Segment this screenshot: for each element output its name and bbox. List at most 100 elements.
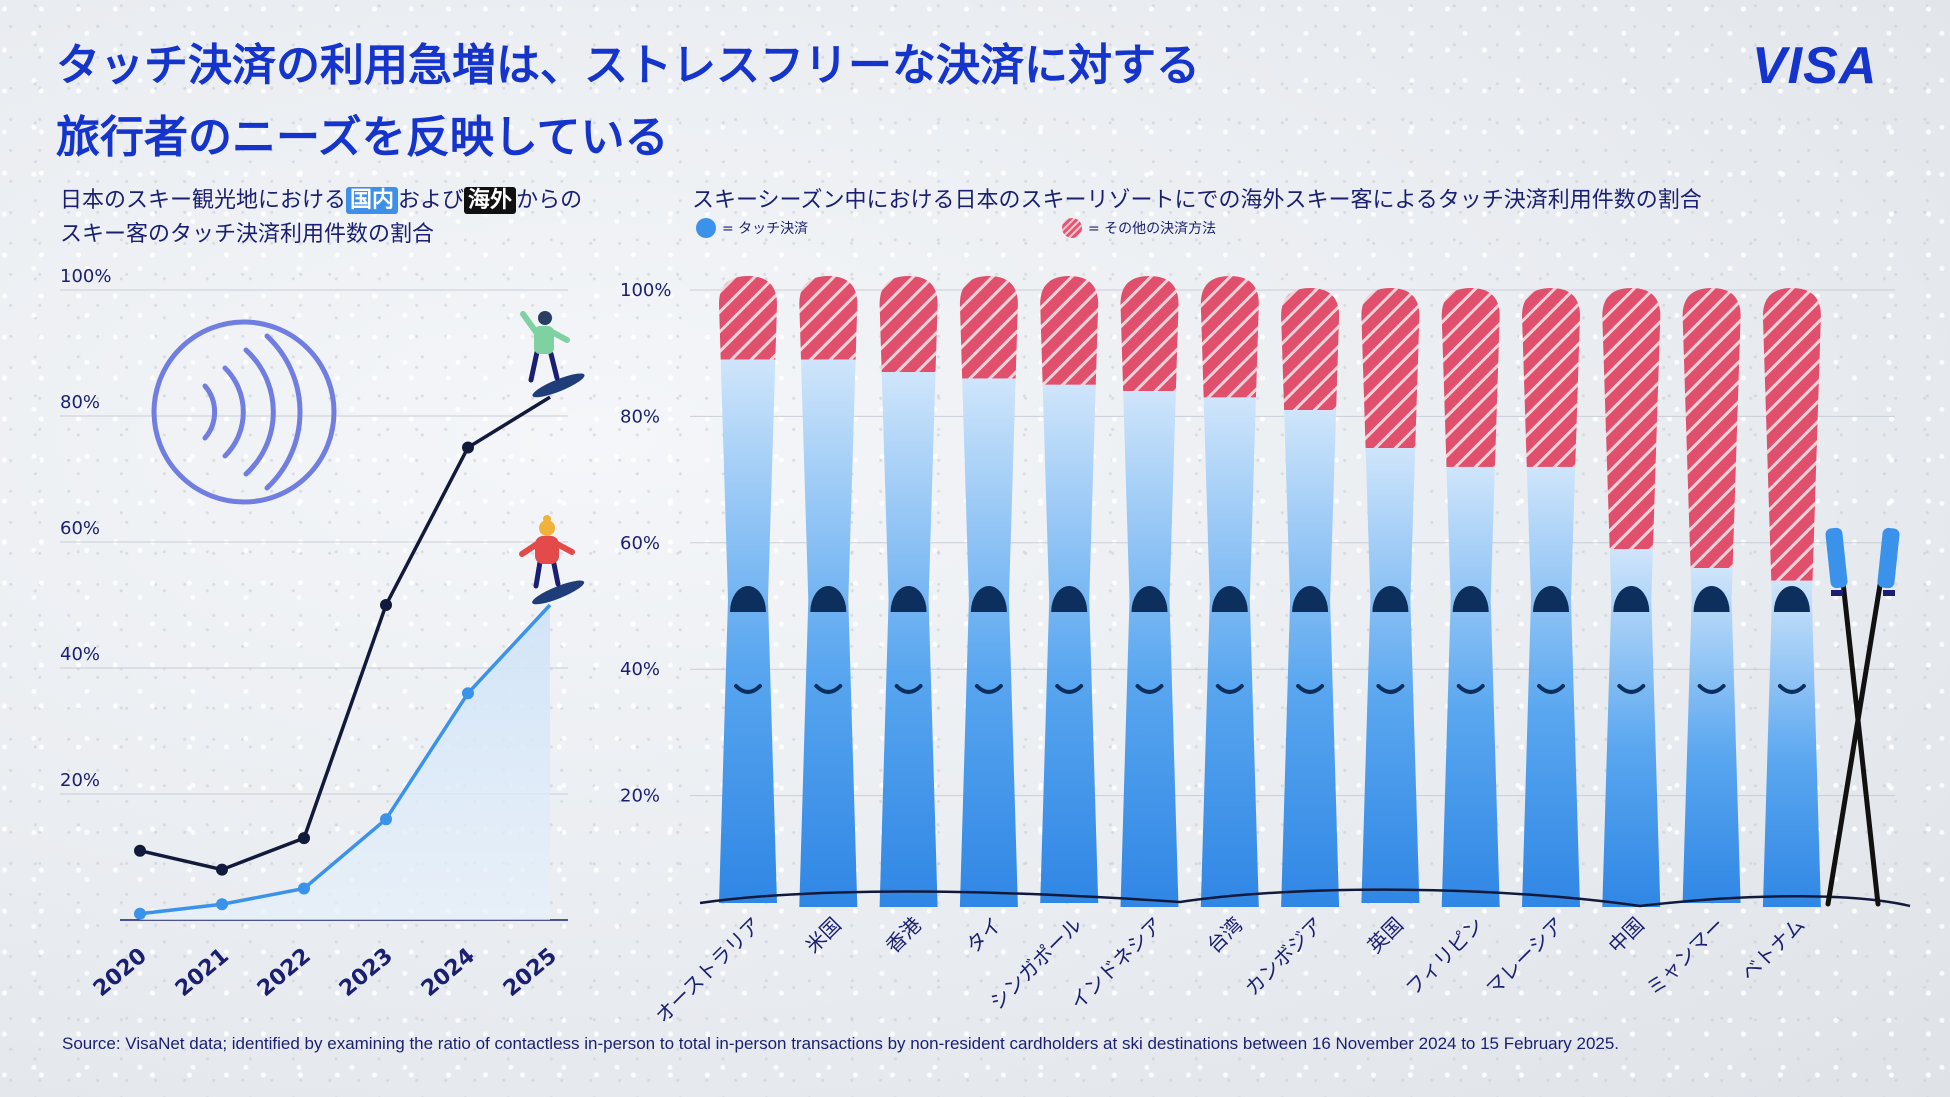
ski-binding — [890, 586, 927, 612]
ski-bar-オーストラリア — [719, 276, 777, 903]
ski-binding — [1533, 586, 1569, 612]
ski-binding — [970, 586, 1007, 612]
subtitle-part-2: および — [398, 188, 465, 213]
line-chart-series — [134, 395, 552, 920]
bar-chart-skis — [719, 276, 1821, 907]
ski-binding — [1452, 586, 1489, 612]
touch-segment-フィリピン — [1441, 466, 1500, 907]
legend-touch-label: = タッチ決済 — [722, 221, 809, 237]
touch-segment-ベトナム — [1762, 580, 1821, 907]
other-segment-台湾 — [1200, 276, 1259, 398]
domestic-point-2023 — [380, 813, 392, 826]
contactless-icon — [151, 319, 337, 505]
touch-segment-インドネシア — [1120, 391, 1179, 907]
ski-bar-インドネシア — [1120, 276, 1179, 907]
line-chart: 20%40%60%80%100% 2020 2021 2022 2023 2024 202… — [60, 266, 585, 1002]
international-series-line — [139, 395, 551, 872]
ski-binding — [1372, 586, 1409, 612]
touch-segment-カンボジア — [1281, 410, 1340, 907]
other-segment-インドネシア — [1120, 276, 1179, 392]
other-segment-マレーシア — [1522, 288, 1580, 467]
ski-smile — [1617, 684, 1646, 694]
title-line-1: タッチ決済の利用急増は、ストレスフリーな決済に対する — [56, 40, 1200, 91]
legend-other-swatch — [1062, 218, 1082, 238]
ski-poles-icon — [1825, 527, 1900, 907]
other-segment-英国 — [1361, 288, 1420, 448]
international-point-2020 — [134, 844, 146, 857]
source-note: Source: VisaNet data; identified by exam… — [62, 1034, 1620, 1053]
other-segment-フィリピン — [1441, 288, 1500, 467]
ski-bar-ミャンマー — [1682, 288, 1741, 903]
line-chart-x-axis: 2020 2021 2022 2023 2024 2025 — [89, 943, 562, 1002]
domestic-point-2020 — [134, 907, 146, 920]
x-tick-ミャンマー: ミャンマー — [1641, 913, 1729, 1001]
legend-other: = その他の決済方法 — [1062, 218, 1216, 238]
ski-smile — [814, 684, 843, 694]
visa-logo: VISA — [1752, 37, 1878, 95]
x-tick-香港: 香港 — [881, 913, 926, 958]
ski-smile — [1376, 684, 1405, 694]
line-chart-y-axis: 20% 40% 60% 80% 100% — [60, 266, 111, 791]
x-tick-2024: 2024 — [417, 943, 480, 1002]
touch-segment-米国 — [799, 359, 858, 907]
ski-binding — [1131, 586, 1168, 612]
x-tick-タイ: タイ — [961, 913, 1006, 958]
ski-binding — [810, 586, 847, 612]
ski-bar-中国 — [1602, 288, 1661, 907]
ski-binding — [730, 586, 766, 612]
y-tick-label: 20% — [60, 770, 100, 791]
y-tick-label: 40% — [620, 659, 660, 680]
y-tick-label: 60% — [620, 533, 660, 554]
other-segment-オーストラリア — [719, 276, 777, 360]
snowboarder-green-icon — [520, 311, 585, 398]
legend-touch: = タッチ決済 — [696, 218, 808, 238]
y-tick-label: 100% — [60, 266, 111, 287]
ski-bar-米国 — [799, 276, 858, 907]
legend-touch-swatch — [696, 218, 716, 238]
subtitle-part-3: からの — [516, 188, 583, 213]
right-chart-subtitle: スキーシーズン中における日本のスキーリゾートにでの海外スキー客によるタッチ決済利… — [692, 188, 1702, 213]
other-segment-ミャンマー — [1682, 288, 1741, 569]
ski-smile — [1456, 684, 1485, 694]
international-point-2021 — [216, 863, 228, 876]
left-chart-subtitle: 日本のスキー観光地における 国内 および 海外 からの スキー客のタッチ決済利用件数の割… — [60, 184, 650, 252]
touch-segment-マレーシア — [1522, 466, 1580, 907]
international-tag: 海外 — [464, 187, 517, 214]
ski-bar-台湾 — [1200, 276, 1259, 907]
domestic-tag: 国内 — [346, 187, 399, 214]
ski-smile — [1537, 684, 1565, 694]
ski-smile — [1215, 684, 1244, 694]
ski-binding — [1051, 586, 1088, 612]
y-tick-label: 80% — [620, 406, 660, 427]
domestic-point-2024 — [462, 687, 474, 700]
domestic-area-fill — [140, 605, 550, 920]
ski-binding — [1211, 586, 1248, 612]
ski-smile — [1697, 684, 1726, 694]
other-segment-タイ — [959, 276, 1018, 379]
ski-binding — [1773, 586, 1810, 612]
x-tick-2025: 2025 — [499, 943, 562, 1002]
international-point-2024 — [462, 441, 474, 454]
ski-smile — [894, 684, 923, 694]
other-segment-ベトナム — [1762, 288, 1821, 581]
x-tick-台湾: 台湾 — [1202, 913, 1247, 958]
domestic-point-2022 — [298, 882, 310, 895]
ski-bar-タイ — [959, 276, 1018, 907]
ski-smile — [974, 684, 1003, 694]
x-tick-ベトナム: ベトナム — [1736, 913, 1809, 986]
ski-binding — [1613, 586, 1650, 612]
x-tick-2023: 2023 — [335, 943, 398, 1002]
ski-smile — [1296, 684, 1325, 694]
ski-bar-chart: 20% 40% 60% 80% 100% オーストラリア 米国 香港 タイシンガポールインドネ… — [620, 276, 1911, 1028]
ski-smile — [1055, 684, 1084, 694]
ski-bar-フィリピン — [1441, 288, 1500, 907]
x-tick-カンボジア: カンボジア — [1240, 913, 1328, 1001]
ski-binding — [1693, 586, 1730, 612]
other-segment-中国 — [1602, 288, 1661, 550]
x-tick-2021: 2021 — [171, 943, 234, 1002]
touch-segment-タイ — [959, 378, 1018, 907]
domestic-series-line — [139, 603, 552, 916]
y-tick-label: 40% — [60, 644, 100, 665]
